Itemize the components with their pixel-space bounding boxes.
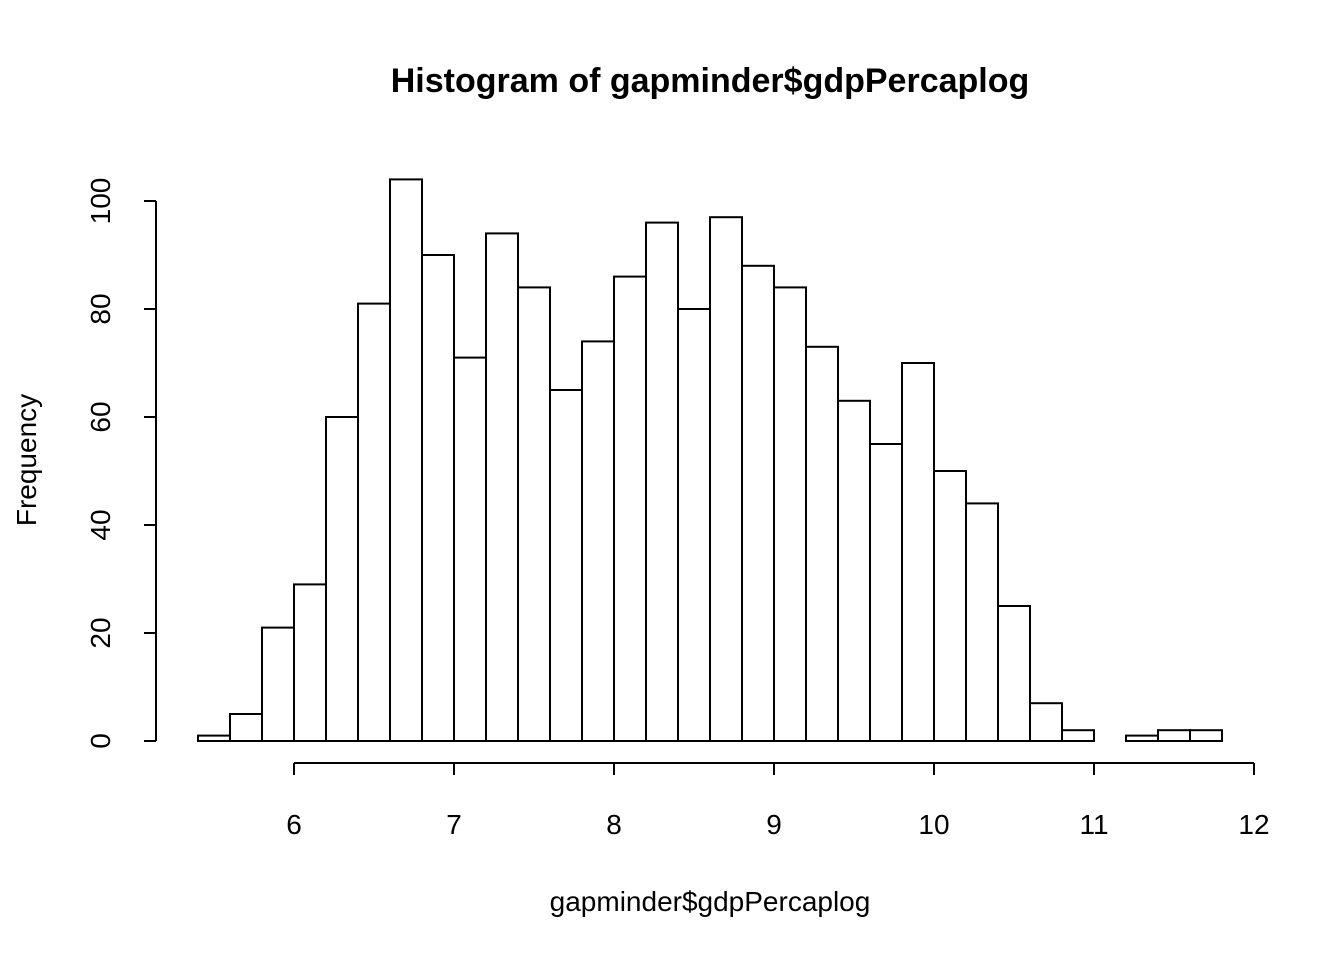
x-tick-label: 10: [918, 809, 949, 840]
histogram-bar: [197, 734, 231, 742]
histogram-bar: [229, 713, 263, 742]
histogram-bar: [485, 232, 519, 742]
x-tick-label: 9: [766, 809, 782, 840]
histogram-bar: [1029, 702, 1063, 743]
histogram-bar: [965, 502, 999, 742]
histogram-bar: [453, 356, 487, 742]
histogram-bar: [357, 302, 391, 742]
y-tick-label: 20: [85, 617, 116, 648]
histogram-bar: [1061, 729, 1095, 743]
x-axis: 6 7 8 9 10 11 12: [286, 762, 1270, 840]
histogram-bar: [773, 286, 807, 742]
histogram-bar: [613, 275, 647, 742]
y-axis: 0 20 40 60 80 100: [85, 178, 157, 749]
histogram-bar: [869, 443, 903, 742]
histogram-bar: [741, 264, 775, 742]
x-axis-label: gapminder$gdpPercaplog: [550, 886, 871, 917]
histogram-bar: [549, 389, 583, 742]
histogram-bar: [389, 178, 423, 742]
histogram-bar: [261, 626, 295, 742]
y-tick-label: 0: [85, 733, 116, 749]
histogram-bar: [997, 605, 1031, 742]
chart-title: Histogram of gapminder$gdpPercaplog: [391, 62, 1030, 100]
histogram-bar: [901, 362, 935, 742]
histogram-bar: [645, 221, 679, 743]
histogram-bar: [709, 216, 743, 742]
x-tick-label: 6: [286, 809, 302, 840]
histogram-bar: [933, 470, 967, 742]
histogram-bar: [837, 399, 871, 742]
histogram-bar: [293, 583, 327, 743]
histogram-bar: [517, 286, 551, 742]
x-tick-label: 7: [446, 809, 462, 840]
x-tick-label: 12: [1238, 809, 1269, 840]
y-tick-label: 80: [85, 293, 116, 324]
histogram-bar: [1125, 734, 1159, 742]
x-tick-label: 11: [1079, 809, 1108, 840]
y-tick-label: 40: [85, 509, 116, 540]
bars-group: [197, 178, 1223, 743]
x-tick-label: 8: [606, 809, 622, 840]
y-tick-label: 60: [85, 401, 116, 432]
histogram-bar: [1189, 729, 1223, 743]
histogram-bar: [1157, 729, 1191, 743]
histogram-bar: [677, 308, 711, 742]
histogram-bar: [421, 254, 455, 742]
histogram-bar: [805, 345, 839, 742]
y-axis-label: Frequency: [11, 394, 42, 526]
histogram-bar: [581, 340, 615, 742]
y-tick-label: 100: [85, 178, 116, 225]
histogram-bar: [325, 416, 359, 742]
